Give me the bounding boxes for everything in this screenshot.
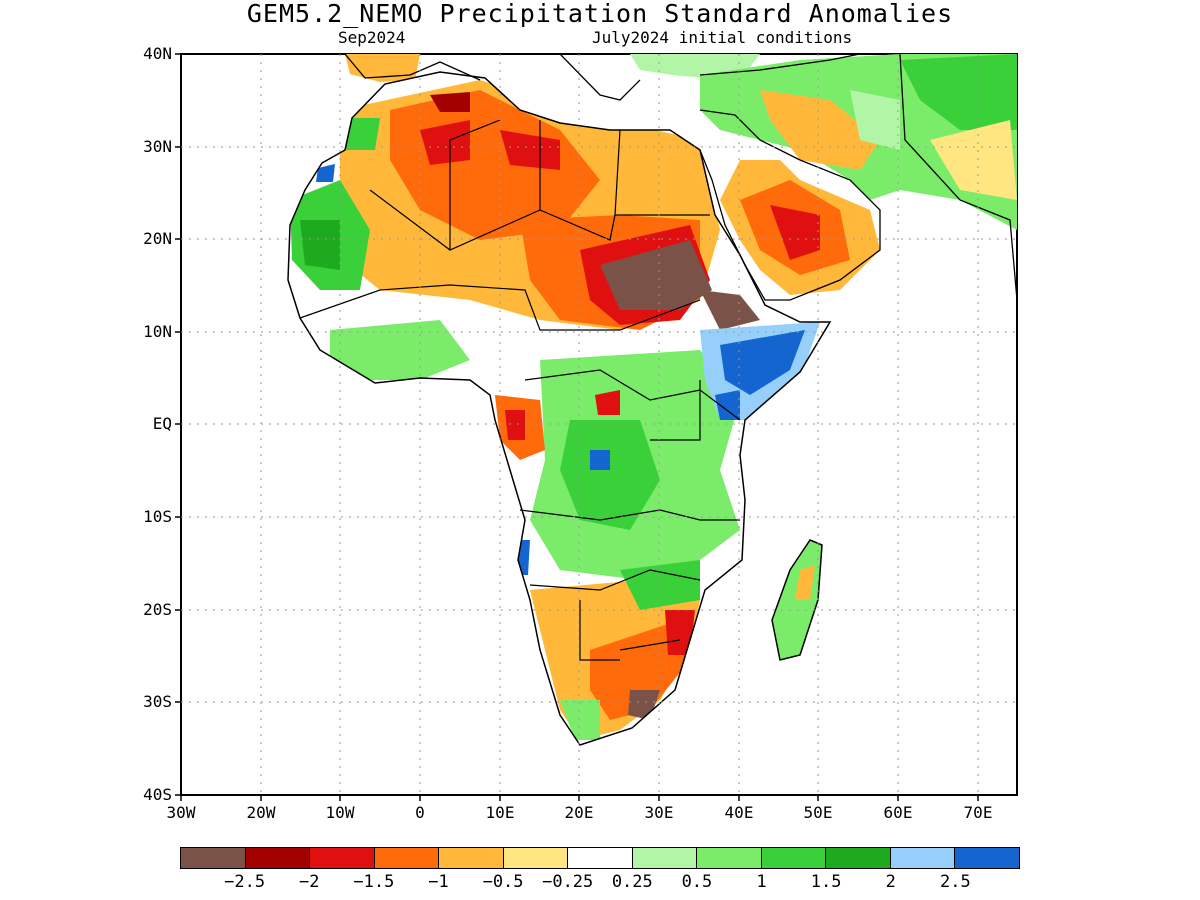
arabia-coastline [344, 54, 1017, 301]
africa-coastline [287, 71, 832, 746]
lon-label: 30W [166, 803, 196, 822]
lon-label: 60E [883, 803, 913, 822]
colorbar-label: 2.5 [940, 872, 971, 892]
colorbar-label: −2.5 [224, 872, 266, 892]
lon-label: 20W [246, 803, 276, 822]
lat-label: EQ [152, 414, 172, 433]
colorbar-swatch [632, 848, 698, 868]
axis-ticks [175, 53, 979, 801]
colorbar-swatch [826, 848, 891, 868]
lon-label: 70E [963, 803, 993, 822]
colorbar-label: 1 [756, 872, 767, 892]
europe-mideast-region [345, 54, 1017, 295]
lon-label: 10E [485, 803, 515, 822]
colorbar-label: 0.25 [611, 872, 653, 892]
lon-label: 50E [803, 803, 833, 822]
map-title: GEM5.2_NEMO Precipitation Standard Anoma… [246, 0, 954, 28]
lon-label: 40E [724, 803, 754, 822]
lat-label: 20S [143, 600, 172, 619]
lon-label: 0 [415, 803, 425, 822]
lat-lon-grid [181, 54, 1017, 795]
valid-month-label: Sep2024 [338, 28, 406, 47]
colorbar-label: −0.5 [482, 872, 524, 892]
colorbar-swatch [761, 848, 827, 868]
colorbar-label: −1.5 [353, 872, 395, 892]
lon-label: 30E [644, 803, 674, 822]
lat-label: 10S [143, 507, 172, 526]
colorbar-swatch [503, 848, 569, 868]
colorbar-label: −0.25 [542, 872, 594, 892]
colorbar-label: 1.5 [810, 872, 842, 892]
colorbar-swatch [245, 848, 311, 868]
colorbar-swatch [439, 848, 504, 868]
lat-label: 10N [143, 322, 172, 341]
colorbar-label: −2 [298, 872, 320, 892]
colorbar-swatch [697, 848, 762, 868]
lon-label: 20E [564, 803, 594, 822]
lat-label: 20N [143, 229, 172, 248]
colorbar-swatch [310, 848, 375, 868]
colorbar-swatch [890, 848, 956, 868]
colorbar-swatch [955, 848, 1019, 868]
colorbar-swatch [374, 848, 440, 868]
colorbar-label: 2 [885, 872, 896, 892]
lat-label: 30S [143, 692, 172, 711]
lon-label: 10W [325, 803, 355, 822]
country-borders [299, 119, 741, 661]
colorbar-swatch [181, 848, 246, 868]
colorbar-label: −1 [428, 872, 449, 892]
init-conditions-label: July2024 initial conditions [592, 28, 853, 47]
colorbar-label: 0.5 [681, 872, 713, 892]
lat-label: 40N [143, 44, 172, 63]
lat-label: 40S [143, 785, 172, 804]
lat-label: 30N [143, 137, 172, 156]
colorbar [180, 847, 1020, 869]
colorbar-swatch [568, 848, 633, 868]
